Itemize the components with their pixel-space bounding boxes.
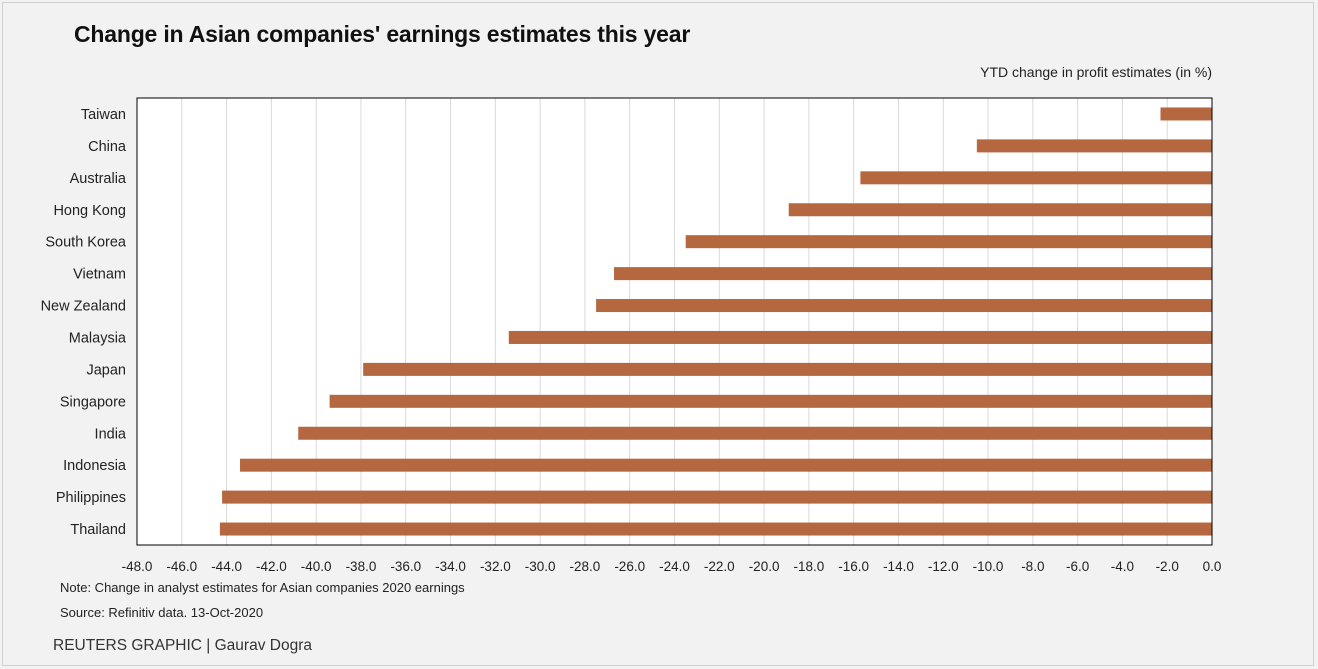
y-category-label: Australia: [70, 171, 127, 187]
x-tick-label: -30.0: [525, 559, 556, 574]
bar-vietnam: [614, 267, 1212, 281]
x-tick-label: -8.0: [1021, 559, 1044, 574]
bar-new-zealand: [596, 299, 1212, 313]
bar-singapore: [329, 394, 1213, 408]
y-category-label: Malaysia: [69, 330, 127, 346]
y-category-label: South Korea: [45, 235, 127, 251]
y-category-label: Taiwan: [81, 107, 126, 123]
chart-source: Source: Refinitiv data. 13-Oct-2020: [60, 605, 264, 620]
x-tick-label: -44.0: [211, 559, 242, 574]
x-tick-label: -22.0: [704, 559, 735, 574]
x-tick-label: -14.0: [883, 559, 914, 574]
y-category-label: Philippines: [56, 490, 126, 506]
x-tick-label: -38.0: [346, 559, 377, 574]
x-tick-label: -4.0: [1111, 559, 1134, 574]
bar-taiwan: [1160, 107, 1212, 121]
chart-subtitle: YTD change in profit estimates (in %): [980, 64, 1212, 80]
y-category-label: Singapore: [60, 394, 126, 410]
y-category-label: Vietnam: [73, 267, 126, 283]
bar-hong-kong: [788, 203, 1212, 217]
y-category-label: New Zealand: [41, 299, 126, 315]
bar-malaysia: [508, 330, 1212, 344]
x-tick-label: -46.0: [166, 559, 197, 574]
x-tick-label: -48.0: [122, 559, 153, 574]
x-tick-label: -24.0: [659, 559, 690, 574]
y-category-label: Thailand: [70, 522, 126, 538]
y-category-label: China: [88, 139, 127, 155]
x-tick-label: -32.0: [480, 559, 511, 574]
bar-japan: [363, 362, 1213, 376]
x-tick-label: 0.0: [1203, 559, 1222, 574]
bar-thailand: [219, 522, 1213, 536]
x-tick-label: -16.0: [838, 559, 869, 574]
x-tick-label: -12.0: [928, 559, 959, 574]
chart-note: Note: Change in analyst estimates for As…: [60, 580, 465, 595]
x-tick-label: -2.0: [1156, 559, 1179, 574]
x-tick-label: -28.0: [570, 559, 601, 574]
x-tick-label: -42.0: [256, 559, 287, 574]
chart-title: Change in Asian companies' earnings esti…: [74, 21, 691, 47]
x-tick-label: -34.0: [435, 559, 466, 574]
bar-indonesia: [240, 458, 1213, 472]
bar-australia: [860, 171, 1212, 185]
y-category-label: Hong Kong: [53, 203, 126, 219]
x-tick-label: -36.0: [390, 559, 421, 574]
bar-india: [298, 426, 1212, 440]
x-tick-label: -20.0: [749, 559, 780, 574]
x-tick-label: -10.0: [973, 559, 1004, 574]
x-tick-label: -26.0: [614, 559, 645, 574]
y-category-label: Indonesia: [63, 458, 127, 474]
bar-china: [976, 139, 1212, 153]
x-tick-label: -18.0: [793, 559, 824, 574]
chart-credit: REUTERS GRAPHIC | Gaurav Dogra: [53, 637, 312, 654]
y-category-label: India: [95, 426, 127, 442]
bar-south-korea: [685, 235, 1212, 249]
y-category-label: Japan: [86, 362, 126, 378]
x-tick-label: -40.0: [301, 559, 332, 574]
plot-border: [136, 97, 1213, 546]
x-tick-label: -6.0: [1066, 559, 1089, 574]
bar-philippines: [222, 490, 1212, 504]
